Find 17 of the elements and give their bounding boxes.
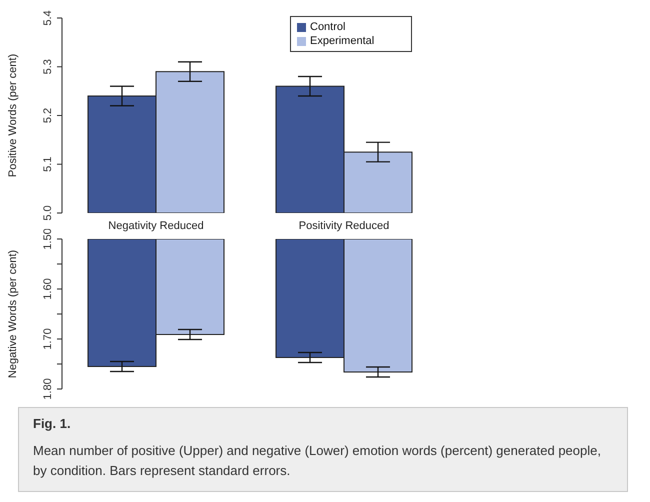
x-tick-label: Positivity Reduced	[298, 220, 390, 232]
y-tick-label: 5.2	[42, 108, 54, 124]
legend-label: Control	[310, 21, 346, 33]
y-tick-label: 5.3	[42, 59, 54, 74]
y-tick-label: 1.80	[42, 378, 54, 400]
y-tick-label: 1.50	[42, 228, 54, 250]
y-tick-label: 5.0	[42, 205, 54, 221]
y-tick-label: 5.4	[42, 10, 54, 26]
text: Mean number of positive (Upper) and negative (Lower) emotion words (percent) generated people, by condition. Bars represent standard errors.	[33, 442, 602, 480]
legend-label: Experimental	[310, 35, 374, 47]
y-axis-title: Positive Words (per cent)	[6, 54, 19, 178]
y-axis-title: Negative Words (per cent)	[6, 250, 19, 378]
y-tick-label: 1.60	[42, 278, 54, 300]
x-tick-label: Negativity Reduced	[108, 220, 204, 232]
y-tick-label: 5.1	[42, 156, 54, 172]
caption: Fig. 1.	[33, 416, 72, 431]
y-tick-label: 1.70	[42, 328, 54, 350]
